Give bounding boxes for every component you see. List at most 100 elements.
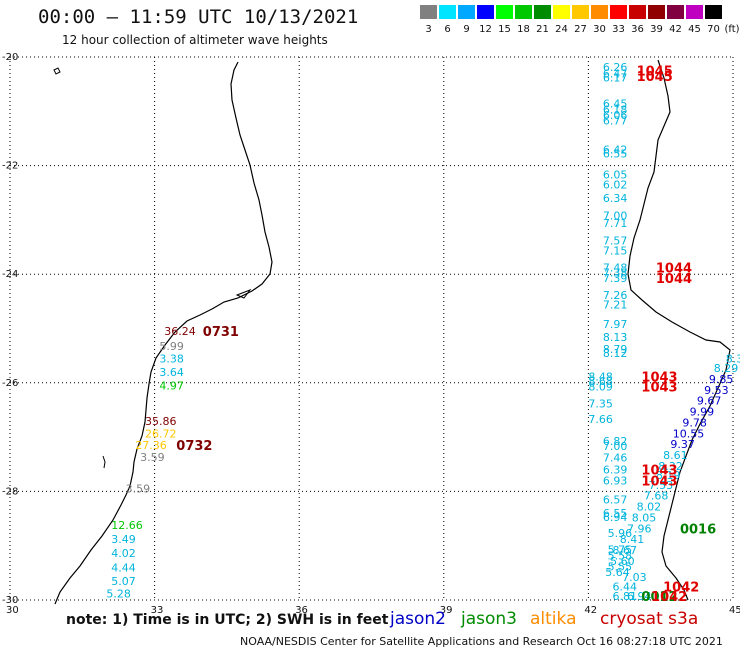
- africa-coastline: [54, 61, 273, 605]
- time-labels: 1045104510441044104310431043104300161042…: [176, 65, 716, 606]
- pass-time-label: 0731: [203, 325, 239, 340]
- satellite-jason2: jason2: [390, 609, 446, 629]
- wave-height-label: 12.66: [111, 519, 143, 532]
- map-subtitle: 12 hour collection of altimeter wave hei…: [62, 33, 328, 47]
- lon-tick-label: 36: [295, 605, 308, 616]
- legend-swatch: [591, 5, 608, 19]
- wave-height-label: 6.02: [603, 179, 628, 192]
- lat-tick-label: -24: [2, 269, 18, 280]
- wave-height-label: 6.57: [603, 494, 628, 507]
- wave-height-label: 8.02: [637, 501, 662, 514]
- wave-height-label: 8.41: [620, 533, 645, 546]
- wave-height-label: 6.06: [603, 109, 628, 122]
- pass-time-label: 1043: [641, 370, 677, 385]
- map-grid: [9, 56, 734, 601]
- legend-swatch: [458, 5, 475, 19]
- wave-height-label: 8.12: [603, 347, 628, 360]
- wave-height-label: 8.61: [663, 449, 688, 462]
- wave-height-label: 9.37: [670, 438, 695, 451]
- pass-time-label: 1042: [651, 590, 687, 605]
- legend-swatch: [686, 5, 703, 19]
- wave-height-label: 7.68: [644, 490, 669, 503]
- wave-height-label: 6.44: [613, 580, 638, 593]
- wave-height-label: 7.35: [588, 397, 613, 410]
- wave-height-label: 5.75: [608, 544, 633, 557]
- lat-tick-label: -28: [2, 486, 18, 497]
- legend-label: 70: [707, 24, 720, 35]
- lon-tick-label: 42: [584, 605, 597, 616]
- coastlines: [53, 59, 731, 605]
- lat-tick-label: -26: [2, 378, 18, 389]
- pass-time-label: 1044: [656, 272, 692, 287]
- island-1: [53, 67, 61, 75]
- wave-height-label: 6.34: [603, 192, 628, 205]
- legend-label: 36: [631, 24, 644, 35]
- legend-swatch: [439, 5, 456, 19]
- wave-height-label: 3.59: [126, 483, 150, 496]
- wave-height-label: 8.19: [656, 469, 681, 482]
- wave-height-label: 7.21: [603, 299, 628, 312]
- wave-height-label: 5.99: [159, 340, 184, 353]
- wave-height-label: 26.72: [145, 427, 177, 440]
- pass-time-label: 1045: [637, 65, 673, 80]
- wave-height-label: 7.38: [603, 267, 628, 280]
- wave-height-label: 6.17: [603, 72, 628, 85]
- wave-height-label: 36.24: [164, 325, 196, 338]
- wave-height-label: 6.81: [613, 590, 638, 603]
- legend-label: 30: [593, 24, 606, 35]
- wave-height-label: 8.29: [714, 362, 739, 375]
- wave-height-label: 6.55: [603, 507, 628, 520]
- lon-tick-label: 39: [440, 605, 453, 616]
- lat-tick-label: -22: [2, 161, 18, 172]
- legend-label: 15: [498, 24, 511, 35]
- wave-height-label: 27.36: [135, 439, 167, 452]
- pass-time-label: 0016: [680, 522, 716, 537]
- wave-height-label: 6.05: [603, 168, 628, 181]
- lon-tick-label: 45: [729, 605, 740, 616]
- wave-height-label: 8.68: [588, 375, 613, 388]
- wave-height-label: 7.46: [603, 452, 628, 465]
- wave-height-label: 8.32: [726, 352, 740, 365]
- wave-height-label: 4.97: [159, 380, 184, 393]
- lon-tick-label: 30: [6, 605, 19, 616]
- legend-label: 33: [612, 24, 625, 35]
- pass-time-label: 1043: [641, 381, 677, 396]
- wave-height-label: 7.97: [603, 318, 628, 331]
- wave-height-label: 7.57: [603, 235, 628, 248]
- legend-label: 42: [669, 24, 682, 35]
- pass-time-label: 1044: [656, 262, 692, 277]
- legend-swatch: [705, 5, 722, 19]
- legend-swatch: [629, 5, 646, 19]
- wave-height-label: 9.99: [690, 406, 715, 419]
- wave-height-label: 5.58: [608, 549, 633, 562]
- map-title: 00:00 – 11:59 UTC 10/13/2021: [38, 6, 359, 28]
- wave-height-label: 6.55: [603, 148, 628, 161]
- wave-height-label: 3.49: [111, 533, 136, 546]
- legend-label: 39: [650, 24, 663, 35]
- satellite-cryosat: cryosat s3a: [600, 609, 699, 629]
- wave-height-label: 6.18: [603, 104, 628, 117]
- wave-height-label: 5.96: [608, 527, 633, 540]
- wave-height-label: 8.79: [603, 343, 628, 356]
- wave-height-label: 5.07: [111, 575, 136, 588]
- legend-swatch: [553, 5, 570, 19]
- wave-height-label: 6.93: [603, 475, 628, 488]
- wave-height-label: 7.03: [622, 571, 647, 584]
- legend-label: 18: [517, 24, 530, 35]
- wave-height-label: 8.48: [588, 370, 613, 383]
- legend-label: 12: [479, 24, 492, 35]
- footer-note: note: 1) Time is in UTC; 2) SWH is in fe…: [66, 612, 389, 628]
- pass-time-label: 1045: [637, 70, 673, 85]
- pass-time-label: 1042: [663, 580, 699, 595]
- wave-height-label: 7.00: [603, 440, 628, 453]
- track-labels: 6.266.476.176.456.186.066.776.426.556.05…: [106, 61, 740, 603]
- legend-label: 27: [574, 24, 587, 35]
- wave-height-label: 6.42: [603, 143, 628, 156]
- wave-height-label: 6.47: [603, 67, 628, 80]
- wave-height-label: 7.39: [603, 272, 628, 285]
- wave-height-label: 9.53: [704, 384, 729, 397]
- pass-time-label: 0732: [176, 439, 212, 454]
- legend-label: 45: [688, 24, 701, 35]
- wave-height-label: 7.26: [603, 289, 628, 302]
- legend-swatch: [648, 5, 665, 19]
